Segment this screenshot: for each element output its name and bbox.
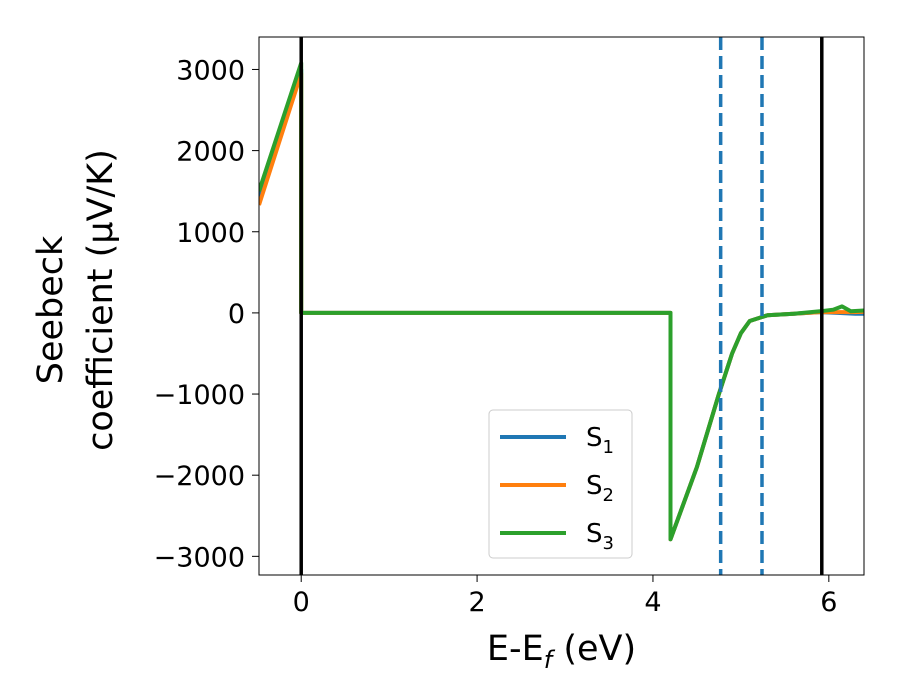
x-tick-label: 4 <box>644 587 661 618</box>
series-layer <box>259 61 864 542</box>
legend-entries: S1 S2 S3 <box>500 423 614 554</box>
legend-label-2: S2 <box>586 471 614 506</box>
y-tick-label: −1000 <box>154 380 245 411</box>
legend-label-3: S3 <box>586 519 614 554</box>
y-tick-label: −3000 <box>154 542 245 573</box>
legend: S1 S2 S3 <box>488 409 633 559</box>
x-tick-label: 0 <box>293 587 310 618</box>
vline-layer <box>299 37 824 575</box>
x-axis-label-main: E-E <box>487 629 544 669</box>
series-line-3 <box>259 61 864 542</box>
tick-layer: 0 2 4 6 −3000 −2000 −1000 0 1000 2000 3000 <box>154 55 838 618</box>
y-tick-label: −2000 <box>154 461 245 492</box>
y-tick-label: 2000 <box>176 137 245 168</box>
plot-frame <box>258 36 865 576</box>
x-axis-label-unit: (eV) <box>552 629 636 669</box>
y-axis-label-line1: Seebeck <box>31 235 71 384</box>
x-tick-label: 6 <box>820 587 837 618</box>
y-tick-label: 1000 <box>176 218 245 249</box>
y-axis-label-line2: coefficient (μV/K) <box>81 149 121 451</box>
y-tick-label: 0 <box>228 299 245 330</box>
x-axis-label: E-Ef (eV) <box>487 629 636 674</box>
legend-label-1: S1 <box>586 423 614 458</box>
x-tick-label: 2 <box>468 587 485 618</box>
y-tick-label: 3000 <box>176 55 245 86</box>
y-axis-label: Seebeck coefficient (μV/K) <box>31 149 121 451</box>
